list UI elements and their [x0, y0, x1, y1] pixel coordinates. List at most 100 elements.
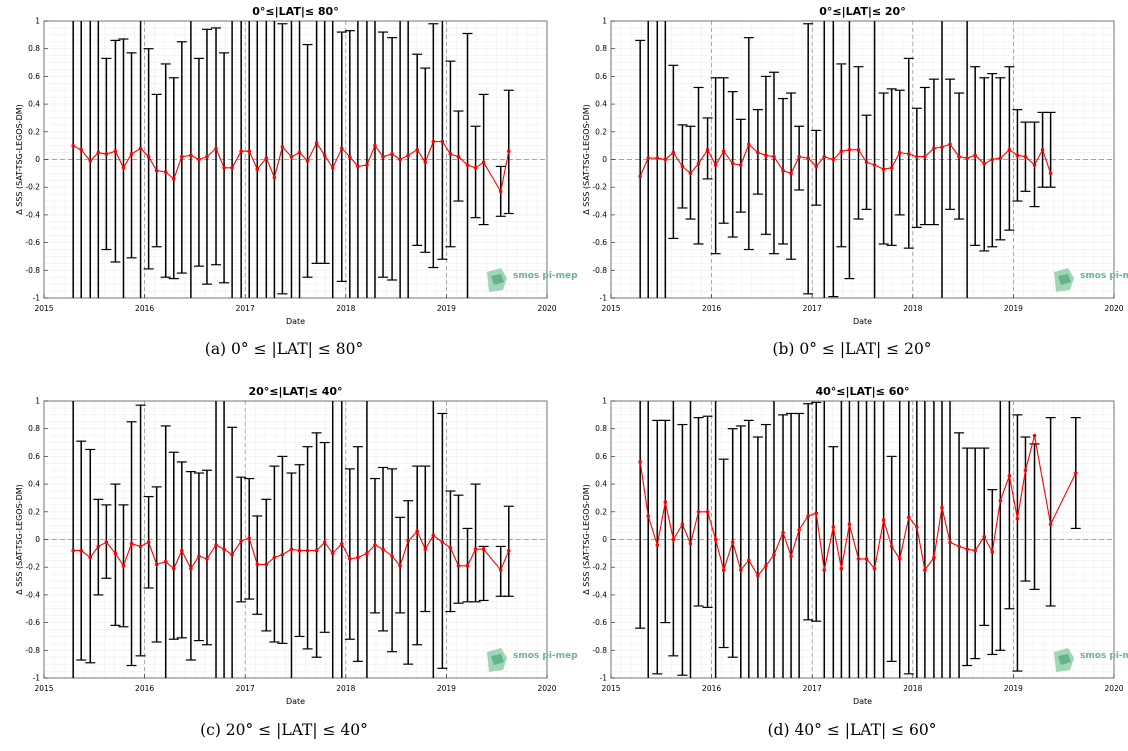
data-point	[88, 159, 93, 163]
data-point	[305, 159, 310, 163]
data-point	[982, 161, 987, 166]
data-point	[163, 559, 168, 564]
data-point	[481, 547, 486, 551]
data-point	[772, 154, 776, 159]
x-tick-label: 2016	[702, 304, 721, 313]
x-tick-label: 2015	[601, 304, 620, 313]
data-point	[280, 145, 285, 149]
data-point	[680, 522, 685, 527]
x-tick-label: 2015	[601, 684, 620, 693]
data-point	[163, 170, 168, 174]
data-point	[998, 156, 1003, 160]
data-point	[247, 149, 252, 153]
data-point	[79, 148, 84, 152]
logo-text: smos pi-mep	[1080, 651, 1128, 661]
data-point	[481, 160, 486, 165]
y-tick-label: 0.6	[595, 72, 607, 81]
data-point	[881, 167, 886, 171]
data-point	[688, 541, 693, 546]
series-line	[73, 530, 510, 572]
y-tick-label: 0	[602, 535, 607, 544]
data-point	[814, 164, 819, 169]
data-point	[365, 163, 369, 167]
data-point	[280, 552, 285, 557]
data-point	[498, 568, 503, 572]
x-tick-label: 2016	[135, 684, 154, 693]
data-point	[406, 153, 410, 158]
data-point	[96, 150, 101, 155]
data-point	[872, 566, 877, 571]
data-point	[730, 540, 735, 545]
y-tick-label: 0.2	[28, 127, 40, 136]
y-tick-label: 0.8	[28, 44, 40, 53]
data-point	[738, 568, 743, 572]
data-point	[289, 547, 294, 551]
y-tick-label: 0.6	[28, 72, 40, 81]
x-tick-label: 2016	[702, 684, 721, 693]
data-point	[415, 529, 420, 533]
smos-pimep-logo: smos pi-mep	[1054, 268, 1128, 292]
data-point	[696, 510, 701, 514]
y-tick-label: -0.6	[25, 238, 40, 247]
data-point	[440, 139, 445, 144]
data-point	[96, 544, 101, 549]
data-point	[129, 541, 134, 546]
x-tick-label: 2020	[1104, 304, 1123, 313]
y-tick-label: 0	[602, 155, 607, 164]
y-tick-label: -0.6	[25, 618, 40, 627]
y-tick-label: 0.8	[595, 44, 607, 53]
data-point	[1048, 171, 1053, 176]
x-tick-label: 2016	[135, 304, 154, 313]
data-point	[906, 515, 911, 520]
data-point	[923, 568, 927, 572]
chart-panel-3: 2015 2016 2017 2018 2019 2020 -1 -0.8 -0.6 -0.4 -0…	[582, 385, 1128, 739]
y-tick-label: -1	[33, 294, 41, 303]
y-axis-label: Δ SSS (SAT-TSG-LEGOS-DM)	[15, 484, 24, 595]
logo-mark-inner	[491, 274, 504, 285]
y-tick-label: 0	[35, 535, 40, 544]
data-point	[154, 562, 159, 567]
data-point	[671, 537, 676, 542]
data-point	[239, 539, 243, 543]
data-point	[1007, 473, 1012, 478]
data-point	[747, 558, 751, 563]
data-point	[915, 154, 919, 159]
data-point	[747, 142, 751, 147]
data-point	[1023, 468, 1028, 473]
data-point	[990, 550, 995, 554]
data-point	[864, 557, 869, 561]
data-point	[104, 540, 109, 545]
y-tick-label: 0.4	[595, 100, 607, 109]
data-point	[1040, 148, 1045, 152]
x-tick-label: 2019	[437, 304, 456, 313]
y-tick-label: -0.6	[592, 238, 607, 247]
data-point	[297, 150, 302, 155]
data-point	[663, 500, 668, 504]
data-point	[655, 156, 660, 160]
data-point	[1015, 516, 1020, 521]
data-point	[756, 150, 760, 155]
x-tick-label: 2020	[537, 684, 556, 693]
data-point	[1048, 522, 1053, 527]
chart-panel-1: 2015 2016 2017 2018 2019 2020 -1 -0.8 -0.6 -0.4 -0…	[582, 5, 1128, 358]
x-axis-label: Date	[853, 697, 872, 706]
data-point	[247, 536, 252, 540]
data-point	[214, 146, 218, 151]
data-point	[864, 160, 869, 165]
data-point	[314, 548, 319, 553]
data-point	[113, 551, 118, 556]
y-tick-label: 0.2	[595, 507, 607, 516]
data-point	[806, 156, 810, 160]
data-point	[1007, 148, 1012, 152]
data-point	[889, 544, 894, 549]
data-point	[713, 537, 718, 542]
x-tick-label: 2018	[903, 684, 922, 693]
series-0	[635, 401, 1081, 678]
data-point	[906, 152, 911, 156]
data-point	[781, 530, 785, 535]
data-point	[1032, 433, 1037, 438]
data-point	[940, 145, 944, 149]
y-tick-label: 1	[35, 17, 40, 26]
data-point	[440, 540, 445, 545]
